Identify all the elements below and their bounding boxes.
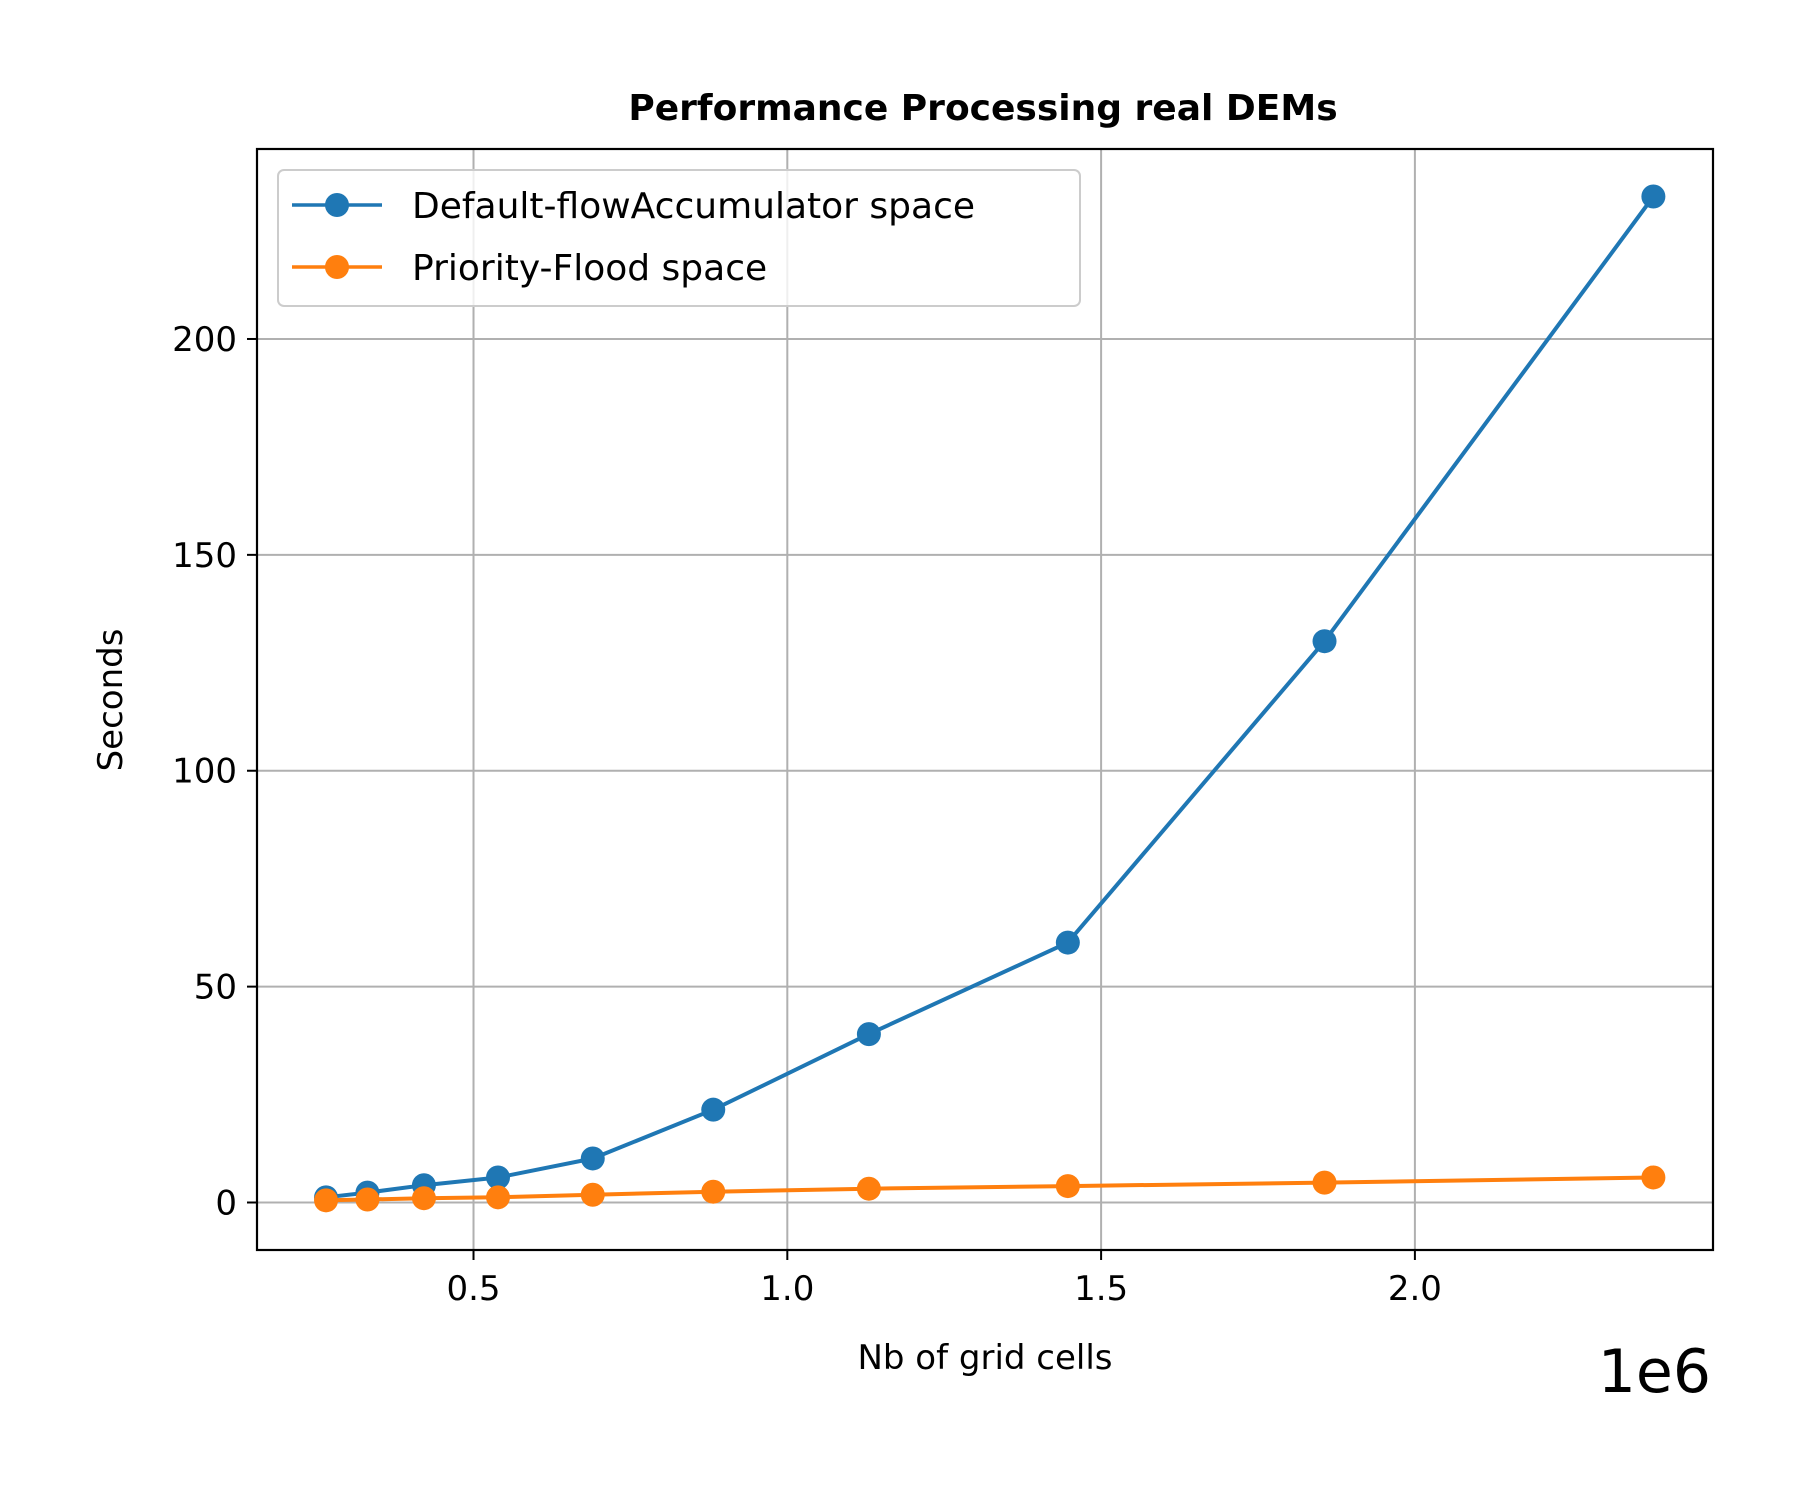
y-tick-label: 150 xyxy=(172,536,237,576)
data-point xyxy=(1641,1165,1666,1190)
data-point xyxy=(580,1146,605,1171)
data-point xyxy=(411,1186,436,1211)
x-tick-label: 2.0 xyxy=(1388,1269,1442,1309)
x-axis-offset-label: 1e6 xyxy=(1598,1337,1711,1407)
legend-marker-0 xyxy=(325,193,349,217)
grid xyxy=(257,149,1713,1250)
data-point xyxy=(856,1176,881,1201)
data-point xyxy=(485,1185,510,1210)
data-point xyxy=(1641,184,1666,209)
x-axis-label: Nb of grid cells xyxy=(857,1338,1112,1378)
x-tick-label: 0.5 xyxy=(446,1269,500,1309)
data-point xyxy=(1055,1174,1080,1199)
data-point xyxy=(580,1182,605,1207)
legend: Default-flowAccumulator space Priority-F… xyxy=(277,169,1081,307)
data-point xyxy=(1312,1170,1337,1195)
series-1 xyxy=(314,1165,1666,1213)
plot-frame xyxy=(255,147,1715,1252)
series-line xyxy=(325,1175,1654,1203)
data-point xyxy=(314,1188,339,1213)
legend-box xyxy=(277,169,1081,307)
series-line xyxy=(325,195,1656,1200)
legend-label-1: Priority-Flood space xyxy=(412,248,767,289)
legend-label-0: Default-flowAccumulator space xyxy=(412,186,975,227)
y-tick-label: 50 xyxy=(194,968,237,1008)
data-point xyxy=(1055,930,1080,955)
data-point xyxy=(1312,629,1337,654)
legend-marker-1 xyxy=(325,255,349,279)
data-point xyxy=(701,1179,726,1204)
axis-ticks: 0.5 1.0 1.5 2.0 0 50 100 150 200 xyxy=(172,320,1442,1309)
data-point xyxy=(485,1165,510,1190)
data-point xyxy=(856,1022,881,1047)
y-tick-label: 0 xyxy=(215,1184,237,1224)
y-tick-label: 100 xyxy=(172,752,237,792)
plot-series xyxy=(314,184,1666,1213)
y-axis-label: Seconds xyxy=(91,629,131,772)
chart-title: Performance Processing real DEMs xyxy=(628,88,1337,129)
x-tick-label: 1.0 xyxy=(760,1269,814,1309)
x-tick-label: 1.5 xyxy=(1074,1269,1128,1309)
y-tick-label: 200 xyxy=(172,320,237,360)
data-point xyxy=(355,1187,380,1212)
data-point xyxy=(701,1097,726,1122)
